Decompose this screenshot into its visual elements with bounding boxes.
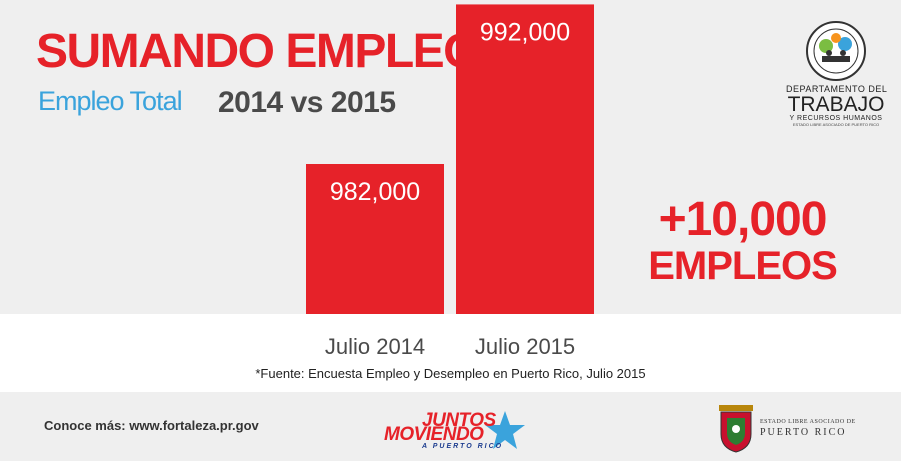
bar-value-label: 982,000 xyxy=(330,178,420,206)
difference-label: EMPLEOS xyxy=(648,244,838,288)
footer-link[interactable]: Conoce más: www.fortaleza.pr.gov xyxy=(44,418,259,433)
category-label: Julio 2014 xyxy=(325,334,425,359)
campaign-line-3: A PUERTO RICO xyxy=(422,443,504,450)
bar-1 xyxy=(306,164,444,314)
government-line-2: PUERTO RICO xyxy=(760,427,847,438)
difference-callout: +10,000 EMPLEOS xyxy=(630,193,855,288)
bar-2 xyxy=(456,4,594,314)
government-logo: ESTADO LIBRE ASOCIADO DE PUERTO RICO xyxy=(716,402,866,454)
department-line-4: ESTADO LIBRE ASOCIADO DE PUERTO RICO xyxy=(792,122,880,127)
chart-subtitle: Empleo Total xyxy=(38,86,183,116)
source-note: *Fuente: Encuesta Empleo y Desempleo en … xyxy=(255,366,646,381)
department-line-3: Y RECURSOS HUMANOS xyxy=(789,115,883,122)
campaign-line-1: JUNTOS xyxy=(422,410,496,431)
bar-value-label: 992,000 xyxy=(480,18,570,46)
bars-group: 982,000 Julio 2014 992,000 Julio 2015 xyxy=(306,4,594,359)
campaign-line-2: MOVIENDO xyxy=(384,424,484,445)
campaign-logo: JUNTOS MOVIENDO A PUERTO RICO xyxy=(382,408,532,454)
page-title: SUMANDO EMPLEOS xyxy=(36,25,511,78)
department-seal-icon xyxy=(806,21,866,81)
category-label: Julio 2015 xyxy=(475,334,575,359)
employment-bar-chart: 982,000 Julio 2014 992,000 Julio 2015 xyxy=(306,4,594,359)
comparison-label: 2014 vs 2015 xyxy=(218,86,396,119)
star-icon xyxy=(485,411,525,449)
top-background-band xyxy=(0,0,901,314)
coat-of-arms-icon xyxy=(719,405,753,453)
government-line-1: ESTADO LIBRE ASOCIADO DE xyxy=(760,419,856,425)
department-line-2: TRABAJO xyxy=(787,93,885,116)
department-line-1: DEPARTAMENTO DEL xyxy=(786,84,888,94)
department-logo: DEPARTAMENTO DEL TRABAJO Y RECURSOS HUMA… xyxy=(786,20,888,127)
difference-value: +10,000 xyxy=(658,193,828,246)
